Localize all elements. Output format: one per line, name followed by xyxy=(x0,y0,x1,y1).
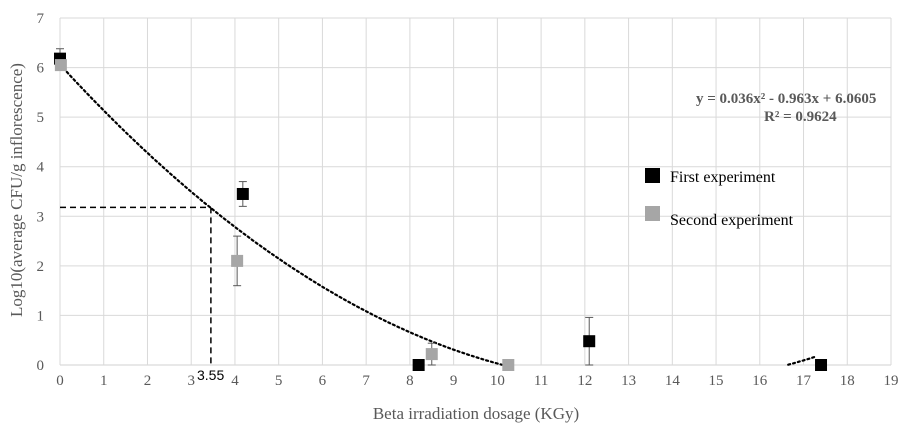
point-second-experiment-3 xyxy=(425,348,438,361)
x-tick-3: 3 xyxy=(187,373,195,389)
trendline-r-squared: R² = 0.9624 xyxy=(764,109,837,125)
x-tick-13: 13 xyxy=(621,373,636,389)
trendline-equation: y = 0.036x² - 0.963x + 6.0605 xyxy=(696,91,876,107)
y-tick-3: 3 xyxy=(37,209,45,225)
y-axis-title: Log10(average CFU/g inflorescence) xyxy=(7,63,26,317)
point-first-experiment-3 xyxy=(412,359,425,371)
x-tick-19: 19 xyxy=(884,373,899,389)
legend-label-first-experiment: First experiment xyxy=(670,169,776,186)
y-tick-4: 4 xyxy=(37,160,45,176)
x-tick-1: 1 xyxy=(100,373,108,389)
x-tick-7: 7 xyxy=(362,373,370,389)
point-second-experiment-2 xyxy=(231,254,244,267)
x-tick-12: 12 xyxy=(577,373,592,389)
x-tick-2: 2 xyxy=(144,373,152,389)
point-first-experiment-5 xyxy=(815,359,828,371)
x-tick-9: 9 xyxy=(450,373,458,389)
reference-annotation: 3.55 xyxy=(197,367,224,383)
point-second-experiment-4 xyxy=(502,359,515,371)
point-first-experiment-4 xyxy=(583,335,596,348)
y-tick-6: 6 xyxy=(37,61,45,77)
y-tick-7: 7 xyxy=(37,11,45,27)
x-tick-14: 14 xyxy=(665,373,681,389)
x-tick-17: 17 xyxy=(796,373,812,389)
point-first-experiment-2 xyxy=(236,187,249,200)
x-tick-6: 6 xyxy=(319,373,327,389)
x-tick-labels: 0 1 2 3 4 5 6 7 8 9 10 11 12 13 14 15 16 17 18 19 xyxy=(56,373,898,389)
y-tick-5: 5 xyxy=(37,110,45,126)
x-tick-11: 11 xyxy=(534,373,548,389)
y-tick-labels: 0 1 2 3 4 5 6 7 xyxy=(37,11,45,374)
legend-swatch-second-experiment xyxy=(645,206,660,221)
x-tick-8: 8 xyxy=(406,373,414,389)
x-tick-16: 16 xyxy=(752,373,768,389)
data-points xyxy=(54,52,828,371)
reference-lines xyxy=(60,206,212,365)
legend: First experiment Second experiment xyxy=(645,168,794,229)
y-tick-1: 1 xyxy=(37,308,45,324)
x-tick-5: 5 xyxy=(275,373,283,389)
legend-label-second-experiment: Second experiment xyxy=(670,212,794,229)
trendline-segment-1 xyxy=(58,63,503,366)
grid-lines xyxy=(59,17,892,366)
x-tick-4: 4 xyxy=(231,373,239,389)
x-tick-15: 15 xyxy=(709,373,724,389)
error-bars xyxy=(56,48,594,366)
x-tick-10: 10 xyxy=(490,373,505,389)
trendline-segment-2 xyxy=(787,355,818,366)
x-tick-0: 0 xyxy=(56,373,64,389)
legend-swatch-first-experiment xyxy=(645,168,660,183)
x-tick-18: 18 xyxy=(840,373,855,389)
trendline xyxy=(58,63,818,366)
y-tick-0: 0 xyxy=(37,358,45,374)
point-second-experiment-1 xyxy=(54,59,67,72)
x-axis-title: Beta irradiation dosage (KGy) xyxy=(373,404,579,423)
y-tick-2: 2 xyxy=(37,259,45,275)
